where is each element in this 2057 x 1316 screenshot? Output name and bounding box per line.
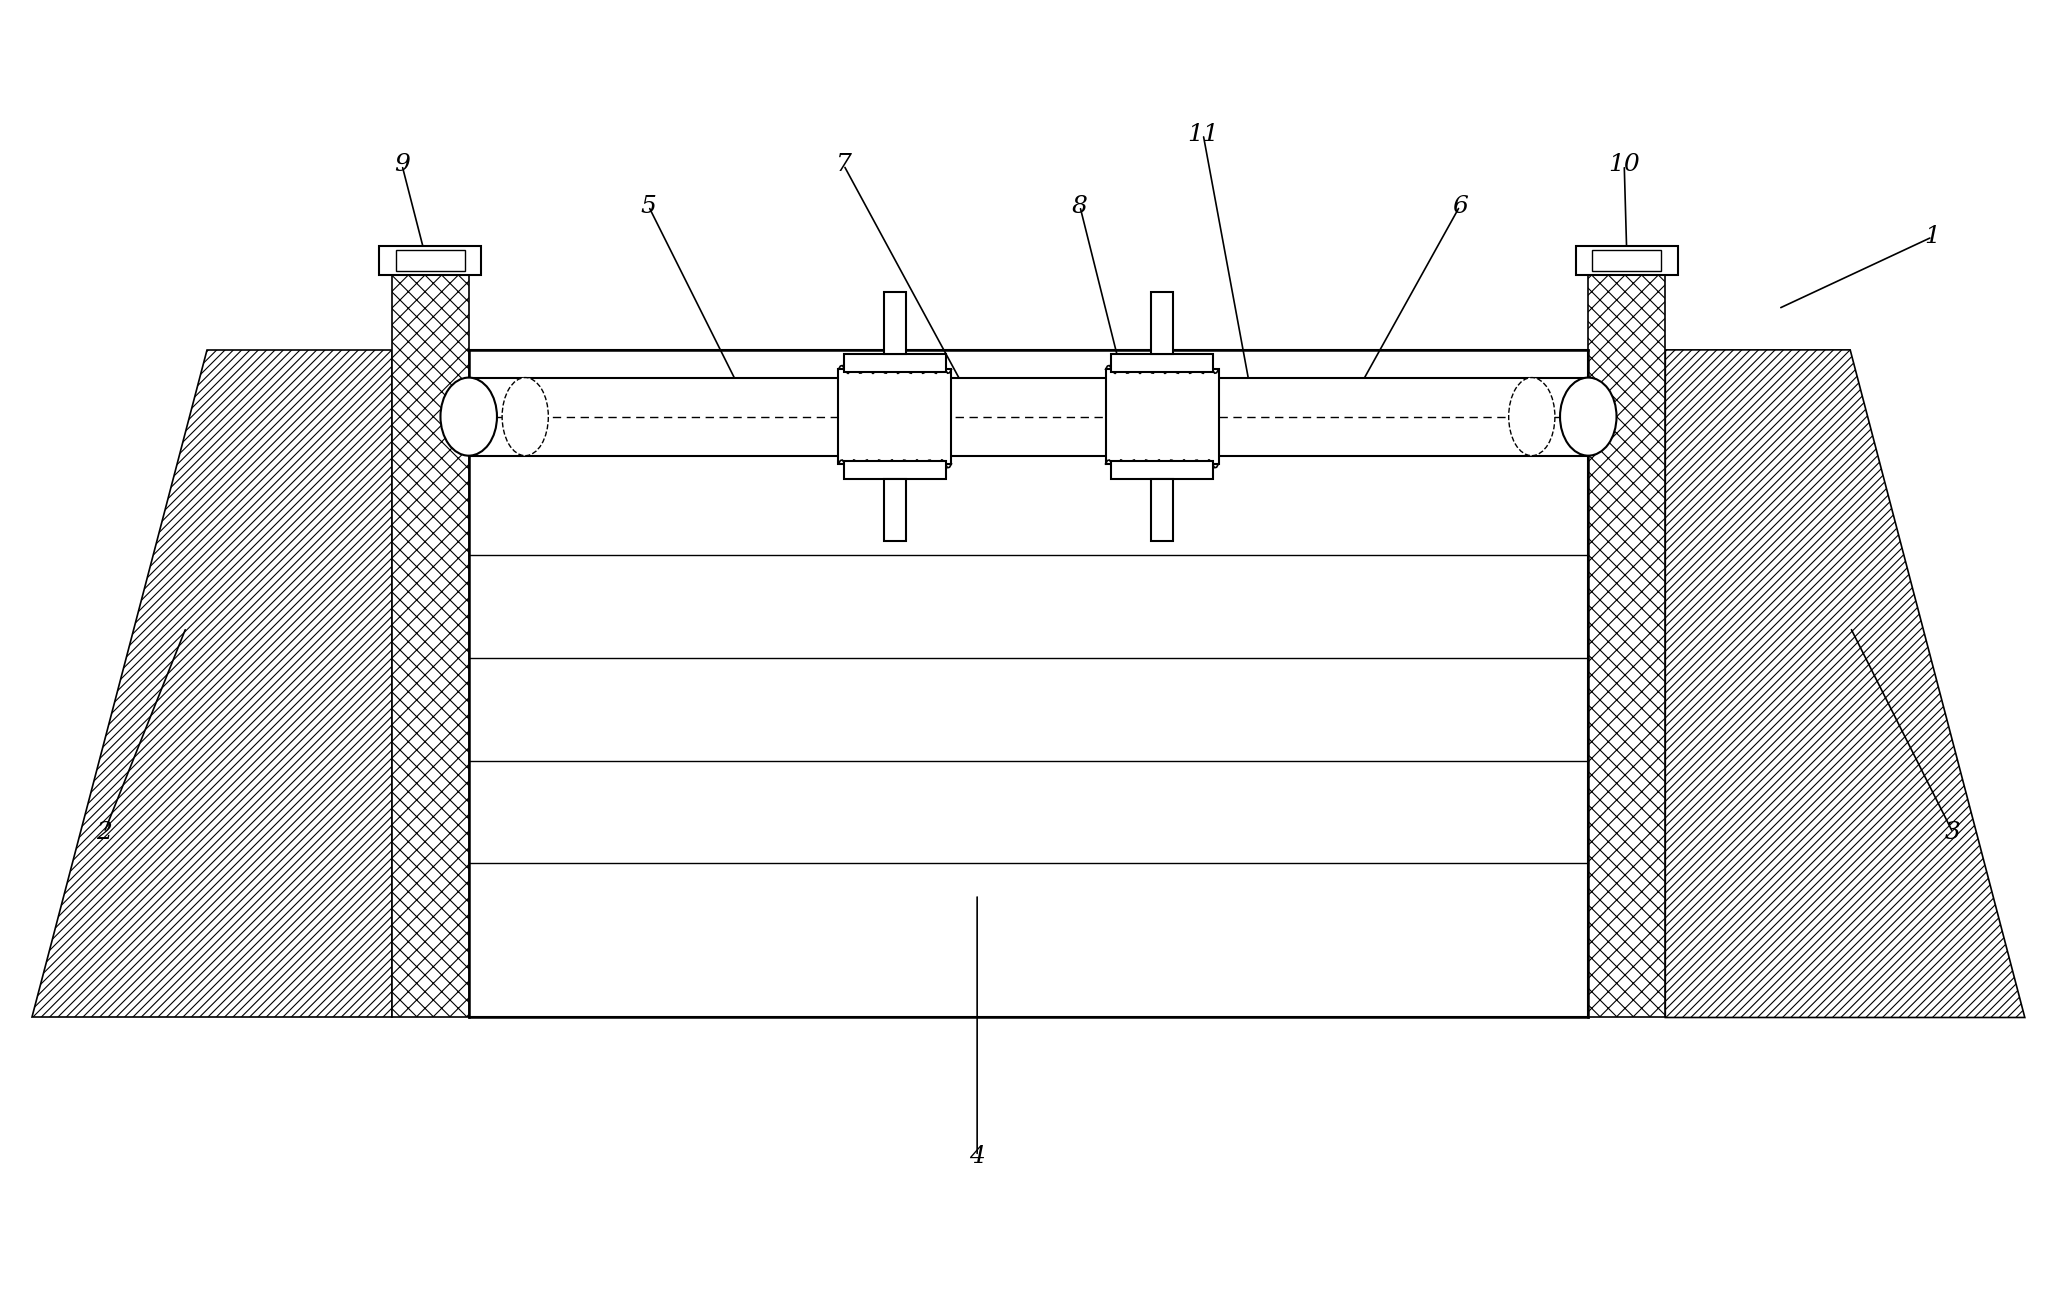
Polygon shape: [1666, 350, 2024, 1017]
Bar: [1592, 250, 1662, 271]
Text: 10: 10: [1609, 154, 1639, 176]
Text: 4: 4: [969, 1145, 985, 1167]
Bar: [469, 378, 1588, 455]
Bar: [839, 370, 952, 463]
Text: 9: 9: [395, 154, 409, 176]
Bar: [1111, 354, 1214, 372]
Ellipse shape: [502, 378, 549, 455]
Bar: [391, 272, 469, 1017]
Bar: [1111, 461, 1214, 479]
Text: 7: 7: [835, 154, 852, 176]
Polygon shape: [33, 350, 391, 1017]
Bar: [1105, 370, 1218, 463]
Text: 3: 3: [1946, 821, 1960, 844]
Bar: [469, 350, 1588, 1017]
Ellipse shape: [1508, 378, 1555, 455]
Bar: [843, 461, 946, 479]
Bar: [378, 246, 481, 275]
Text: 1: 1: [1925, 225, 1940, 249]
Bar: [395, 250, 465, 271]
Text: 6: 6: [1452, 195, 1469, 217]
Bar: [1576, 246, 1679, 275]
Bar: [843, 354, 946, 372]
Text: 8: 8: [1072, 195, 1088, 217]
Bar: [1150, 479, 1172, 541]
Bar: [885, 479, 907, 541]
Bar: [1150, 292, 1172, 354]
Bar: [885, 292, 907, 354]
Text: 11: 11: [1187, 122, 1220, 146]
Text: 2: 2: [97, 821, 111, 844]
Bar: [1588, 272, 1666, 1017]
Ellipse shape: [440, 378, 498, 455]
Text: 5: 5: [640, 195, 656, 217]
Ellipse shape: [1559, 378, 1617, 455]
